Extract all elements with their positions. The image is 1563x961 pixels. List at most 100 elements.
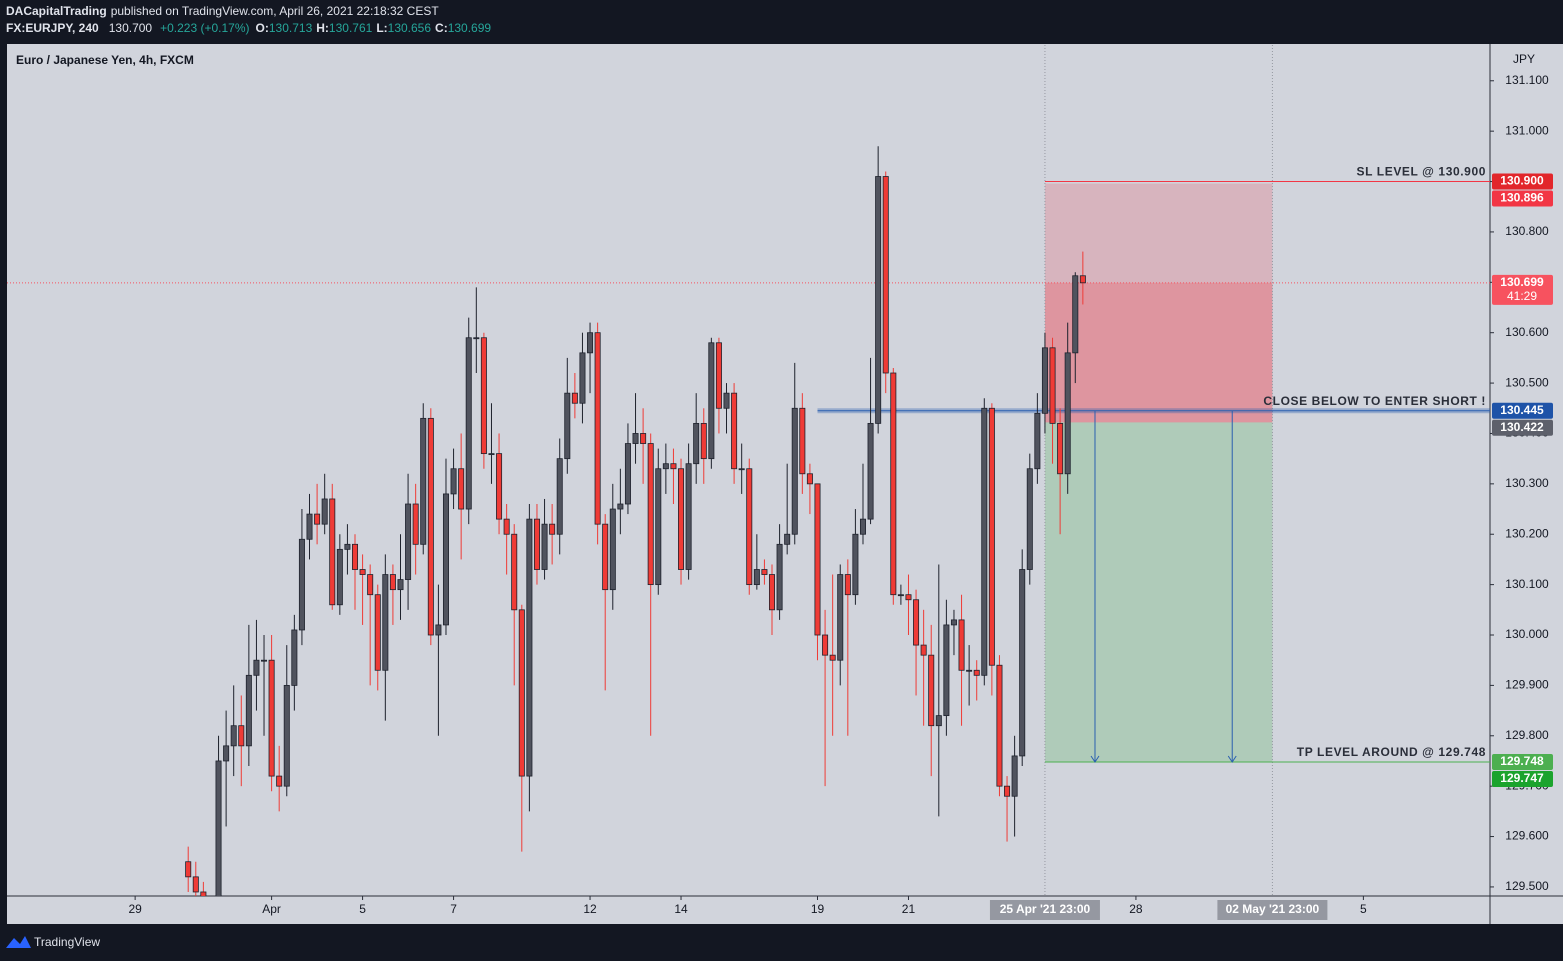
time-label: 25 Apr '21 23:00 — [1000, 902, 1091, 916]
candle-body — [223, 745, 230, 762]
candle-body — [549, 523, 556, 535]
candle-body — [496, 453, 503, 520]
candle-body — [837, 574, 844, 661]
candle-body — [602, 523, 609, 591]
candle-body — [215, 760, 222, 896]
y-tick-label: 129.600 — [1505, 829, 1549, 843]
x-tick-label: 12 — [583, 902, 597, 916]
candle-body — [427, 417, 434, 636]
candle-body — [632, 433, 639, 444]
candle-body — [746, 468, 753, 586]
candle-body — [1011, 755, 1018, 797]
candle-body — [996, 664, 1003, 787]
ohlc-label: C: — [435, 21, 448, 35]
candle-body — [1026, 468, 1033, 570]
candle-body — [587, 332, 594, 354]
candle-body — [1034, 412, 1041, 470]
chart-title: Euro / Japanese Yen, 4h, FXCM — [16, 53, 194, 67]
time-label: 02 May '21 23:00 — [1226, 902, 1320, 916]
candle-body — [359, 569, 366, 575]
candle-body — [382, 574, 389, 671]
candle-body — [556, 458, 563, 535]
ohlc-value: 130.699 — [448, 21, 492, 35]
candle-body — [185, 861, 192, 878]
candle-body — [594, 332, 601, 525]
x-tick-label: 5 — [1360, 902, 1367, 916]
candle-body — [283, 684, 290, 787]
candle-body — [412, 503, 419, 545]
candle-body — [685, 463, 692, 570]
price-label-box — [1492, 190, 1553, 207]
candle-body — [981, 407, 988, 676]
candle-body — [571, 392, 578, 404]
candle-body — [715, 342, 722, 409]
candle-body — [920, 644, 927, 656]
candle-body — [1019, 569, 1026, 757]
candle-body — [389, 574, 396, 591]
y-tick-label: 129.800 — [1505, 728, 1549, 742]
candle-body — [662, 463, 669, 470]
x-tick-label: 7 — [450, 902, 457, 916]
candle-body — [564, 392, 571, 460]
candle-body — [647, 443, 654, 586]
candle-body — [935, 715, 942, 727]
price-label-box — [1492, 419, 1553, 436]
candle-body — [784, 533, 791, 545]
candle-body — [693, 422, 700, 465]
candle-body — [200, 891, 207, 896]
candle-body — [1057, 422, 1064, 475]
candle-body — [700, 422, 707, 460]
candle-body — [905, 594, 912, 601]
candle-body — [253, 659, 260, 676]
candle-body — [867, 422, 874, 520]
candle-body — [890, 372, 897, 596]
ohlc-label: O: — [256, 21, 269, 35]
last-price: 130.700 — [109, 21, 153, 35]
countdown: 41:29 — [1507, 289, 1537, 303]
candle-body — [352, 543, 359, 570]
candle-body — [420, 417, 427, 545]
candle-body — [541, 523, 548, 570]
price-label: 130.445 — [1500, 403, 1544, 417]
candle-body — [518, 609, 525, 777]
change: +0.223 (+0.17%) — [160, 21, 249, 35]
candle-body — [533, 518, 540, 570]
open-loss-zone — [1044, 282, 1273, 423]
candle-body — [852, 533, 859, 596]
candle-body — [442, 493, 449, 626]
candle-body — [276, 775, 283, 787]
chart-panel — [7, 44, 1563, 924]
x-tick-label: Apr — [262, 902, 281, 916]
plot-area — [7, 45, 1490, 896]
candle-body — [731, 392, 738, 470]
candle-body — [822, 634, 829, 656]
candle-body — [882, 176, 889, 374]
price-label: 129.748 — [1500, 754, 1544, 768]
ohlc-label: L: — [376, 21, 387, 35]
level-label: CLOSE BELOW TO ENTER SHORT ! — [1263, 394, 1486, 408]
candle-body — [503, 518, 510, 535]
candle-body — [367, 574, 374, 596]
candle-body — [738, 468, 745, 471]
candle-body — [761, 569, 768, 575]
candle-body — [875, 176, 882, 424]
candle-body — [450, 468, 457, 495]
candle-body — [1004, 785, 1011, 797]
y-tick-label: 130.600 — [1505, 325, 1549, 339]
price-label: 130.896 — [1500, 191, 1544, 205]
y-tick-label: 130.500 — [1505, 375, 1549, 389]
candle-body — [913, 599, 920, 646]
candle-body — [950, 619, 957, 626]
candle-body — [844, 574, 851, 596]
y-tick-label: 129.900 — [1505, 678, 1549, 692]
candle-body — [966, 669, 973, 672]
footer-brand: TradingView — [34, 935, 100, 949]
candle-body — [943, 624, 950, 717]
candle-body — [1079, 275, 1086, 284]
candle-body — [1041, 347, 1048, 414]
ohlc-value: 130.656 — [388, 21, 432, 35]
price-label-box — [1492, 274, 1553, 305]
candle-body — [268, 659, 275, 777]
candle-body — [973, 669, 980, 676]
candle-body — [799, 407, 806, 475]
